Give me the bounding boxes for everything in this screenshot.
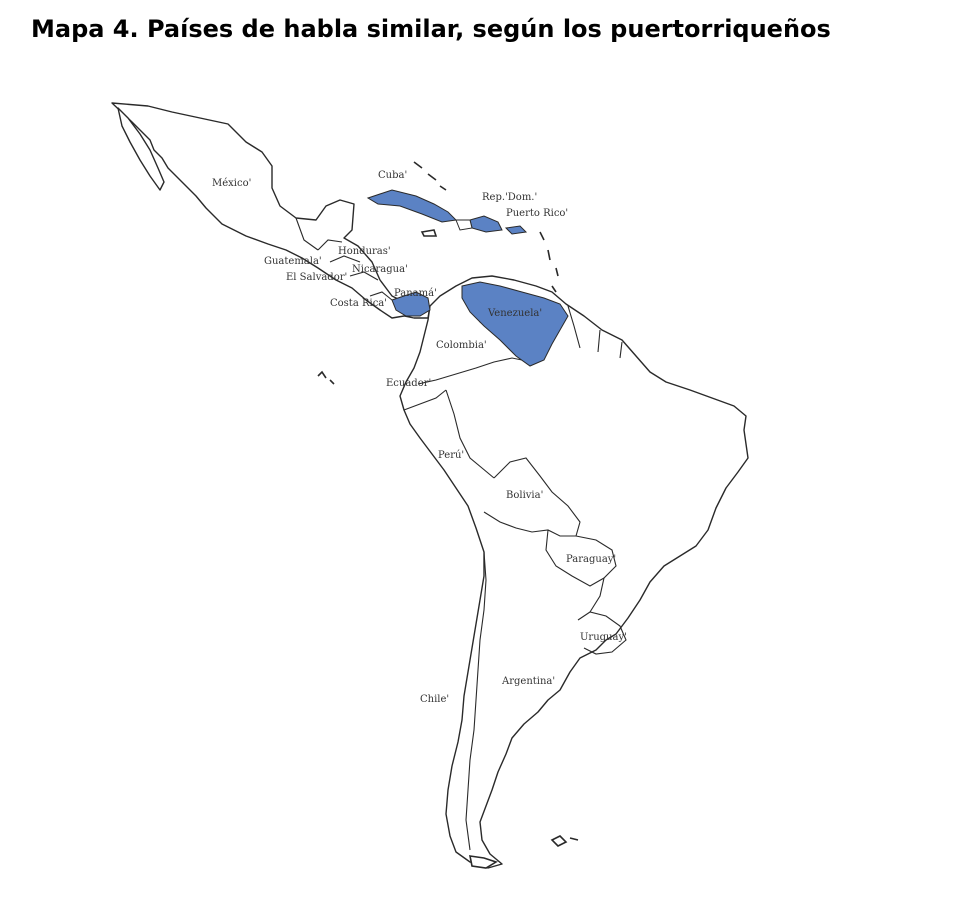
bahamas-islands [413,161,447,191]
puerto-rico-shape [504,225,528,235]
colombia-south-border [417,357,533,385]
label-chile: Chile' [420,694,449,705]
label-peru: Perú' [438,450,464,461]
label-argentina: Argentina' [501,676,555,687]
galapagos-islands [317,370,335,385]
label-ecuador: Ecuador' [386,378,431,389]
honduras-border [329,255,361,263]
mexico-central-america-land [111,102,431,319]
label-panama: Panamá' [394,288,437,299]
label-venezuela: Venezuela' [487,308,542,319]
costa-rica-border [369,291,393,301]
label-bolivia: Bolivia' [506,490,543,501]
hispaniola-haiti-shape [455,219,473,231]
argentina-brazil-border [589,577,605,613]
label-mexico: México' [212,178,251,189]
page-title: Mapa 4. Países de habla similar, según l… [31,15,831,43]
chile-argentina-border [465,551,487,851]
ecuador-peru-border [403,389,447,411]
mexico-central-border [295,217,319,251]
jamaica-island [420,229,438,237]
bolivia-brazil-border [493,457,581,537]
label-nicaragua: Nicaragua' [352,264,408,275]
label-uruguay: Uruguay' [580,632,627,643]
label-paraguay: Paraguay' [566,554,616,565]
dominican-republic-shape [469,215,503,233]
south-america-land [399,275,749,869]
cuba-shape [366,189,458,223]
tierra-del-fuego [468,855,498,869]
paraguay-border [545,529,617,587]
baja-california [117,107,165,191]
nicaragua-border [349,271,379,281]
venezuela-shape [461,281,569,367]
label-cuba: Cuba' [378,170,407,181]
lesser-antilles [539,231,559,293]
label-costa-rica: Costa Rica' [330,298,387,309]
label-dominican-republic: Rep.'Dom.' [482,192,537,203]
peru-brazil-border [445,389,495,479]
label-el-salvador: El Salvador' [286,272,347,283]
panama-shape [391,291,431,317]
uruguay-border [577,611,627,655]
label-honduras: Honduras' [338,246,391,257]
label-puerto-rico: Puerto Rico' [506,208,568,219]
falkland-islands [550,835,579,847]
guianas-borders [567,305,623,359]
label-colombia: Colombia' [436,340,487,351]
guatemala-border [317,239,343,251]
label-guatemala: Guatemala' [264,256,322,267]
bolivia-south-border [483,511,576,537]
